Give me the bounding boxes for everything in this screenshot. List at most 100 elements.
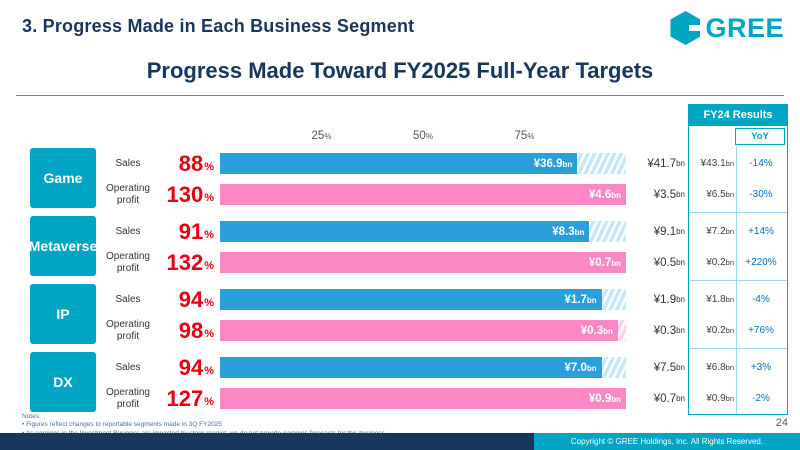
percent-sign: %: [204, 191, 214, 204]
fy24-results-header: FY24 Results: [688, 104, 788, 126]
fy24-value: ¥0.9 bn: [706, 393, 734, 404]
progress-percent-number: 94: [178, 354, 204, 380]
progress-bar-track: ¥36.9bn: [220, 148, 626, 179]
fy24-value: ¥0.2 bn: [706, 257, 734, 268]
fy24-value: ¥7.2 bn: [706, 226, 734, 237]
yoy-value: +220%: [745, 257, 777, 268]
slide-title: Progress Made Toward FY2025 Full-Year Ta…: [146, 58, 654, 83]
metric-label: Sales: [115, 157, 141, 169]
copyright-text: Copyright © GREE Holdings, Inc. All Righ…: [570, 437, 764, 446]
metric-label: Operating profit: [106, 251, 150, 274]
title-divider: [16, 95, 784, 96]
progress-percent-number: 91: [178, 218, 204, 244]
segment-label-metaverse: Metaverse: [29, 216, 97, 276]
metric-label: Sales: [115, 225, 141, 237]
progress-percent-number: 132: [166, 249, 204, 275]
progress-bar: ¥8.3bn: [220, 221, 590, 242]
progress-bar-track: ¥8.3bn: [220, 216, 626, 247]
metric-label: Sales: [115, 293, 141, 305]
yoy-value: -14%: [749, 158, 773, 169]
progress-percent: 130%: [150, 179, 215, 210]
segment-label-ip: IP: [30, 284, 96, 344]
fy24-value: ¥6.5 bn: [706, 189, 734, 200]
progress-percent: 132%: [150, 247, 215, 278]
fy24-panel-separator: [689, 212, 787, 213]
fy24-panel-separator: [689, 348, 787, 349]
bar-value-label: ¥4.6bn: [588, 188, 621, 201]
bar-value-label: ¥0.9bn: [588, 392, 621, 405]
progress-bar: ¥1.7bn: [220, 289, 602, 310]
bar-value-label: ¥0.3bn: [580, 324, 613, 337]
progress-bar: ¥7.0bn: [220, 357, 602, 378]
percent-sign: %: [204, 364, 214, 377]
percent-sign: %: [204, 327, 214, 340]
remaining-to-target-hatch: [601, 289, 626, 310]
metric-label: Operating profit: [106, 387, 150, 410]
target-value: ¥0.3 bn: [653, 324, 685, 337]
yoy-value: -4%: [752, 294, 770, 305]
progress-percent: 94%: [150, 284, 214, 315]
progress-percent-number: 130: [166, 181, 204, 207]
metric-label: Operating profit: [106, 319, 150, 342]
yoy-column-header: YoY: [735, 128, 785, 145]
remaining-to-target-hatch: [617, 320, 626, 341]
yoy-value: -30%: [749, 189, 773, 200]
progress-bar-track: ¥0.9bn: [220, 383, 626, 414]
bar-value-label: ¥36.9bn: [533, 157, 573, 170]
target-value: ¥3.5 bn: [653, 188, 685, 201]
progress-bar: ¥36.9bn: [220, 153, 578, 174]
yoy-value: -2%: [752, 393, 770, 404]
metric-label: Operating profit: [106, 183, 150, 206]
gree-logo: GREE: [670, 11, 784, 45]
axis-tick: 75%: [514, 130, 535, 142]
segment-label-dx: DX: [30, 352, 96, 412]
progress-bar: ¥0.7bn: [220, 252, 626, 273]
percent-sign: %: [204, 228, 214, 241]
remaining-to-target-hatch: [601, 357, 626, 378]
target-value: ¥41.7 bn: [647, 157, 685, 170]
fy24-panel-separator: [689, 280, 787, 281]
note-item: • Figures reflect changes to reportable …: [22, 421, 222, 429]
progress-bar: ¥0.3bn: [220, 320, 618, 341]
bar-value-label: ¥1.7bn: [564, 293, 597, 306]
remaining-to-target-hatch: [589, 221, 626, 242]
axis-tick: 25%: [311, 130, 332, 142]
section-title: 3. Progress Made in Each Business Segmen…: [22, 16, 415, 36]
progress-percent: 127%: [150, 383, 215, 414]
target-value: ¥0.7 bn: [653, 392, 685, 405]
target-value: ¥1.9 bn: [653, 293, 685, 306]
yoy-value: +76%: [748, 325, 774, 336]
progress-percent-number: 88: [178, 150, 204, 176]
fy24-value: ¥6.8 bn: [706, 362, 734, 373]
bar-value-label: ¥0.7bn: [588, 256, 621, 269]
fy24-value: ¥43.1 bn: [700, 158, 734, 169]
progress-percent: 91%: [150, 216, 214, 247]
progress-percent-number: 127: [166, 385, 204, 411]
gree-logo-text: GREE: [705, 12, 784, 43]
footer-navy-bar: [0, 433, 534, 450]
fy24-value: ¥0.2 bn: [706, 325, 734, 336]
progress-bar-track: ¥1.7bn: [220, 284, 626, 315]
metric-label: Sales: [115, 361, 141, 373]
target-value: ¥7.5 bn: [653, 361, 685, 374]
percent-sign: %: [204, 160, 214, 173]
target-value: ¥0.5 bn: [653, 256, 685, 269]
segment-label-game: Game: [30, 148, 96, 208]
target-value: ¥9.1 bn: [653, 225, 685, 238]
progress-bar: ¥4.6bn: [220, 184, 626, 205]
progress-percent-number: 98: [178, 317, 204, 343]
percent-sign: %: [204, 395, 214, 408]
progress-bar: ¥0.9bn: [220, 388, 626, 409]
progress-bar-track: ¥4.6bn: [220, 179, 626, 210]
progress-bar-track: ¥0.3bn: [220, 315, 626, 346]
remaining-to-target-hatch: [577, 153, 626, 174]
progress-percent-number: 94: [178, 286, 204, 312]
fy24-value: ¥1.8 bn: [706, 294, 734, 305]
percent-sign: %: [204, 296, 214, 309]
progress-percent: 88%: [150, 148, 214, 179]
page-number: 24: [775, 417, 788, 429]
progress-bar-track: ¥0.7bn: [220, 247, 626, 278]
percent-sign: %: [204, 259, 214, 272]
axis-tick: 50%: [413, 130, 433, 142]
